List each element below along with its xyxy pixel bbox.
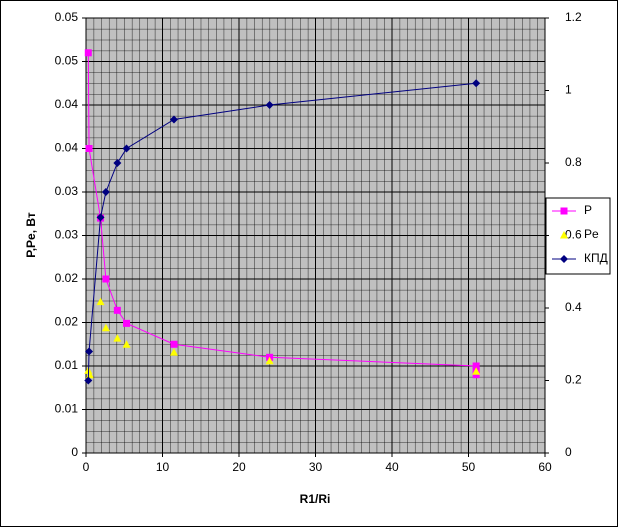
y-tick-label: 0.04 <box>55 97 79 111</box>
point <box>113 159 122 167</box>
legend-marker <box>560 207 568 215</box>
y-tick-label: 0.04 <box>55 141 79 155</box>
x-tick-label: 20 <box>232 460 246 474</box>
y-axis-title: P,Pe, Вт <box>24 212 38 258</box>
legend-marker <box>560 231 568 239</box>
point <box>101 323 110 332</box>
point <box>169 115 178 124</box>
y-tick-label: 0.03 <box>55 228 79 242</box>
point <box>169 348 178 356</box>
point <box>96 213 105 222</box>
point <box>472 367 481 375</box>
point <box>113 306 121 314</box>
x-tick-label: 0 <box>83 460 90 474</box>
point <box>170 340 178 348</box>
y2-tick-label: 1.2 <box>565 10 582 24</box>
y2-tick-label: 0.6 <box>565 228 582 242</box>
y-tick-label: 0.05 <box>55 10 79 24</box>
point <box>265 356 274 365</box>
legend-marker <box>560 255 568 263</box>
point <box>102 275 110 283</box>
point <box>84 49 92 57</box>
point <box>84 376 93 385</box>
legend-label: Pe <box>584 227 599 241</box>
y-tick-label: 0.01 <box>55 358 79 372</box>
y2-tick-label: 1 <box>565 83 572 97</box>
x-tick-label: 10 <box>156 460 170 474</box>
y-tick-label: 0.02 <box>55 271 79 285</box>
point <box>265 101 274 109</box>
y2-tick-label: 0 <box>565 445 572 459</box>
x-axis-title: R1/Ri <box>300 492 331 506</box>
x-tick-label: 60 <box>538 460 552 474</box>
x-tick-label: 50 <box>462 460 476 474</box>
point <box>85 347 94 356</box>
point <box>472 362 480 370</box>
y-tick-label: 0.01 <box>55 402 79 416</box>
y2-tick-label: 0.2 <box>565 373 582 387</box>
point <box>113 334 122 342</box>
plot-border <box>85 17 546 454</box>
point <box>85 145 93 152</box>
legend-label: P <box>584 203 592 217</box>
y2-tick-label: 0.4 <box>565 300 582 314</box>
point <box>122 144 131 153</box>
point <box>96 297 105 306</box>
point <box>123 319 131 327</box>
point <box>472 79 481 88</box>
x-tick-label: 40 <box>385 460 399 474</box>
point <box>85 370 94 379</box>
point <box>101 188 110 196</box>
legend-label: КПД <box>584 251 608 265</box>
y-tick-label: 0.03 <box>55 184 79 198</box>
y-tick-label: 0 <box>71 445 78 459</box>
point <box>122 340 131 348</box>
y2-tick-label: 0.8 <box>565 155 582 169</box>
y-tick-label: 0.05 <box>55 54 79 68</box>
y-tick-label: 0.02 <box>55 315 79 329</box>
x-tick-label: 30 <box>309 460 323 474</box>
